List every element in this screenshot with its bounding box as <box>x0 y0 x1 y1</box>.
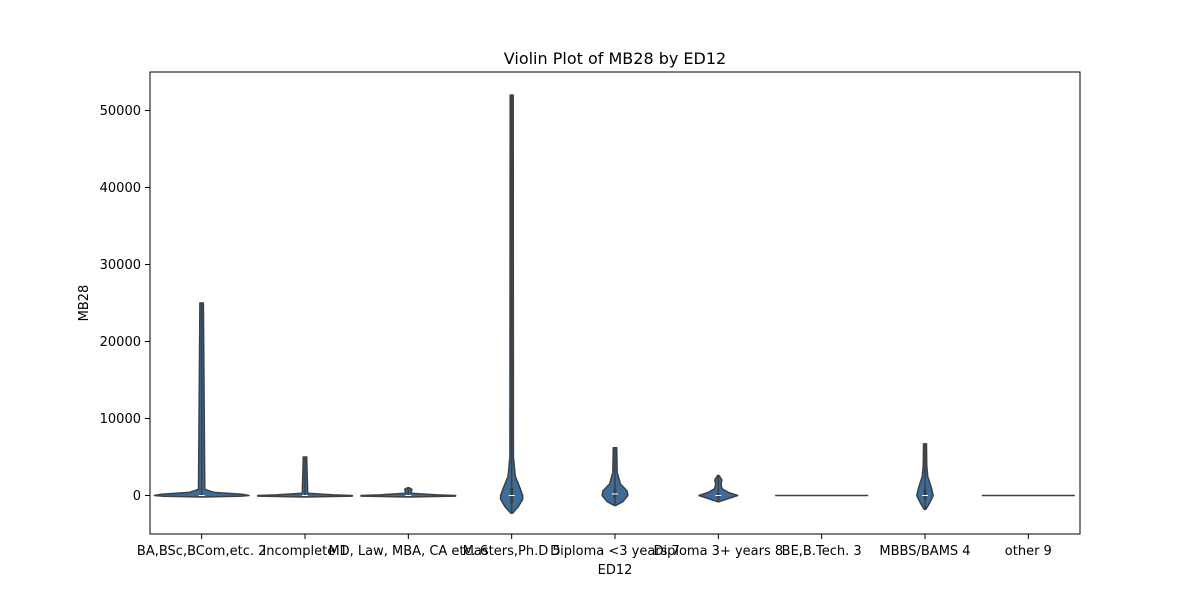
x-tick-label: other 9 <box>1005 544 1052 559</box>
x-tick-label: Diploma 3+ years 8 <box>653 544 783 559</box>
plot-frame <box>149 71 1081 535</box>
violin <box>153 302 250 498</box>
x-tick-label: Masters,Ph.D 5 <box>463 544 561 559</box>
y-tick-label: 10000 <box>100 412 141 427</box>
y-tick-label: 40000 <box>100 181 141 196</box>
x-tick-label: Incomplete 1 <box>262 544 347 559</box>
y-axis-label: MB28 <box>77 285 92 322</box>
chart-title: Violin Plot of MB28 by ED12 <box>504 49 726 68</box>
y-tick-label: 0 <box>133 489 141 504</box>
x-tick-label: MD, Law, MBA, CA etc. 6 <box>328 544 488 559</box>
violin <box>698 474 739 503</box>
violin <box>916 443 934 511</box>
y-tick-label: 50000 <box>100 104 141 119</box>
x-tick-label: MBBS/BAMS 4 <box>879 544 970 559</box>
x-axis-label: ED12 <box>598 563 633 578</box>
x-tick-label: BA,BSc,BCom,etc. 2 <box>137 544 266 559</box>
y-axis-ticks: 0 10000 20000 30000 40000 50000 <box>100 104 150 504</box>
y-tick-label: 30000 <box>100 258 141 273</box>
violin <box>360 487 457 498</box>
violin <box>256 456 354 498</box>
x-tick-label: Diploma <3 years 7 <box>550 544 680 559</box>
violins-group <box>153 94 1075 514</box>
x-tick-label: BE,B.Tech. 3 <box>782 544 862 559</box>
violin <box>601 447 629 507</box>
y-tick-label: 20000 <box>100 335 141 350</box>
violin <box>499 94 524 514</box>
